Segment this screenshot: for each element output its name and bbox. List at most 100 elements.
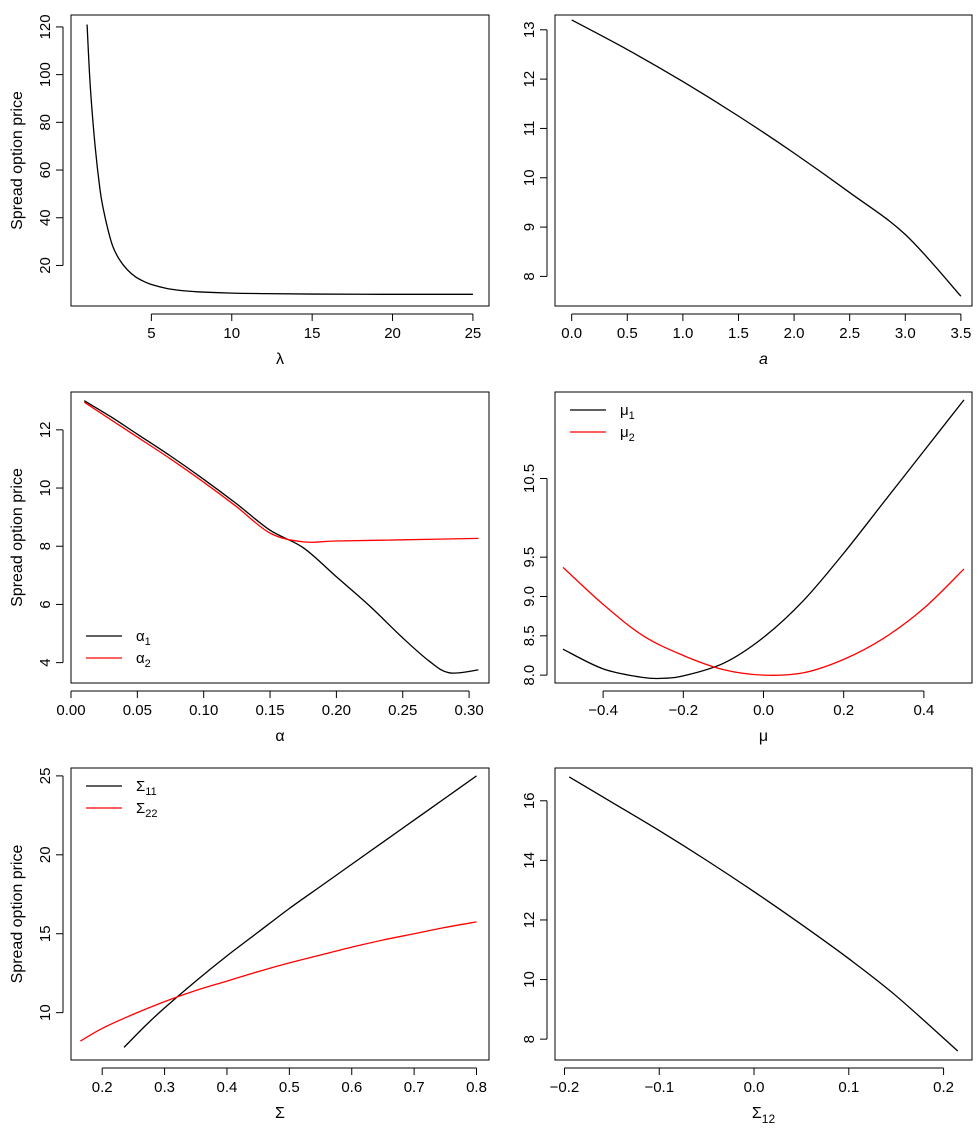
x-tick-label: −0.2: [550, 1079, 580, 1096]
y-tick-label: 25: [37, 768, 54, 785]
x-tick-label: −0.4: [588, 702, 618, 719]
y-axis-label: Spread option price: [9, 91, 26, 230]
y-tick-label: 12: [521, 71, 538, 88]
y-tick-label: 9: [521, 223, 538, 231]
series-line-Σ22: [80, 921, 477, 1042]
x-axis-label: Σ12: [752, 1105, 776, 1126]
series-line-lambda: [86, 24, 473, 295]
y-tick-label: 20: [37, 846, 54, 863]
y-tick-label: 10: [37, 1004, 54, 1021]
chart-panel-a: 0.0 0.5 1.0 1.5 2.0 2.5 3.0 3.5 8 9 10 11 12 13 a: [521, 14, 973, 368]
plot-frame: [554, 14, 973, 307]
x-tick-label: 25: [465, 325, 482, 342]
y-tick-label: 4: [37, 658, 54, 666]
plot-frame: [70, 391, 490, 684]
x-tick-label: 2.5: [839, 325, 860, 342]
y-tick-label: 8.0: [521, 665, 538, 686]
x-tick-label: 0.30: [454, 702, 483, 719]
y-tick-label: 10: [521, 169, 538, 186]
y-tick-label: 8.5: [521, 625, 538, 646]
legend-label: μ1: [620, 402, 635, 422]
x-tick-label: 0.5: [279, 1079, 300, 1096]
x-tick-label: 0.8: [466, 1079, 487, 1096]
x-tick-label: 0.1: [838, 1079, 859, 1096]
y-tick-label: 16: [521, 792, 538, 809]
chart-panel-alpha: 0.00 0.05 0.10 0.15 0.20 0.25 0.30 4 6 8 10 12 α Spre…: [9, 391, 490, 745]
y-tick-label: 8: [37, 542, 54, 550]
y-tick-label: 120: [37, 14, 54, 39]
x-tick-label: 1.0: [672, 325, 693, 342]
y-axis-label: Spread option price: [9, 845, 26, 984]
x-tick-label: 1.5: [728, 325, 749, 342]
y-tick-label: 9.5: [521, 547, 538, 568]
legend-label: Σ11: [136, 778, 157, 798]
y-tick-label: 8: [521, 272, 538, 280]
x-tick-label: 0.0: [744, 1079, 765, 1096]
y-tick-label: 10: [521, 971, 538, 988]
series-line-α2: [83, 401, 479, 543]
y-tick-label: 40: [37, 209, 54, 226]
series-line-sigma12: [568, 776, 959, 1052]
legend-label: μ2: [620, 424, 635, 444]
x-tick-label: 0.2: [92, 1079, 113, 1096]
y-tick-label: 15: [37, 925, 54, 942]
y-tick-label: 9.0: [521, 586, 538, 607]
y-tick-label: 6: [37, 600, 54, 608]
x-tick-label: 10: [223, 325, 240, 342]
y-tick-label: 10.5: [521, 464, 538, 493]
x-axis-label-text: μ: [759, 728, 768, 745]
x-axis-label: λ: [276, 351, 284, 368]
y-tick-label: 100: [37, 62, 54, 87]
chart-panel-lambda: 5 10 15 20 25 20 40 60 80 100 120 λ Spread option pr…: [9, 14, 490, 368]
x-tick-label: 0.2: [933, 1079, 954, 1096]
series-line-μ2: [562, 566, 965, 677]
x-tick-label: 0.3: [154, 1079, 175, 1096]
x-tick-label: 0.20: [322, 702, 351, 719]
x-axis-label: a: [759, 351, 768, 368]
x-tick-label: 0.0: [561, 325, 582, 342]
x-tick-label: 0.00: [56, 702, 85, 719]
x-tick-label: 20: [384, 325, 401, 342]
x-tick-label: 0.7: [404, 1079, 425, 1096]
y-tick-label: 80: [37, 114, 54, 131]
x-tick-label: −0.1: [644, 1079, 674, 1096]
y-tick-label: 20: [37, 257, 54, 274]
plot-frame: [554, 767, 973, 1061]
y-tick-label: 13: [521, 21, 538, 38]
series-line-μ1: [562, 399, 965, 680]
y-tick-label: 12: [37, 421, 54, 438]
y-tick-label: 14: [521, 852, 538, 869]
x-tick-label: 0.0: [753, 702, 774, 719]
x-axis-label: μ: [759, 728, 768, 745]
y-tick-label: 12: [521, 912, 538, 929]
x-axis-label-text: λ: [276, 351, 284, 368]
x-axis-label-text: Σ: [275, 1105, 285, 1122]
y-axis-label: Spread option price: [9, 468, 26, 607]
plot-frame: [70, 14, 490, 307]
legend-label: α2: [136, 650, 151, 670]
x-tick-label: −0.2: [668, 702, 698, 719]
x-axis-label-text: Σ: [752, 1105, 762, 1122]
x-axis-label-subscript: 12: [762, 1112, 776, 1126]
y-tick-label: 11: [521, 121, 538, 137]
x-tick-label: 0.10: [189, 702, 218, 719]
x-tick-label: 0.2: [833, 702, 854, 719]
x-tick-label: 3.5: [950, 325, 971, 342]
x-axis-label: α: [275, 728, 284, 745]
x-tick-label: 0.4: [913, 702, 934, 719]
x-tick-label: 0.15: [255, 702, 284, 719]
chart-panel-sigma: 0.2 0.3 0.4 0.5 0.6 0.7 0.8 10 15 20 25 Σ Spread opt…: [9, 767, 490, 1122]
legend-label: α1: [136, 628, 151, 648]
x-axis-label-text: a: [759, 351, 768, 368]
x-tick-label: 3.0: [895, 325, 916, 342]
y-tick-label: 10: [37, 480, 54, 497]
x-tick-label: 2.0: [784, 325, 805, 342]
x-tick-label: 15: [304, 325, 321, 342]
series-line-Σ11: [123, 775, 477, 1048]
x-tick-label: 5: [147, 325, 155, 342]
plot-frame: [70, 767, 490, 1061]
plot-frame: [554, 391, 973, 684]
